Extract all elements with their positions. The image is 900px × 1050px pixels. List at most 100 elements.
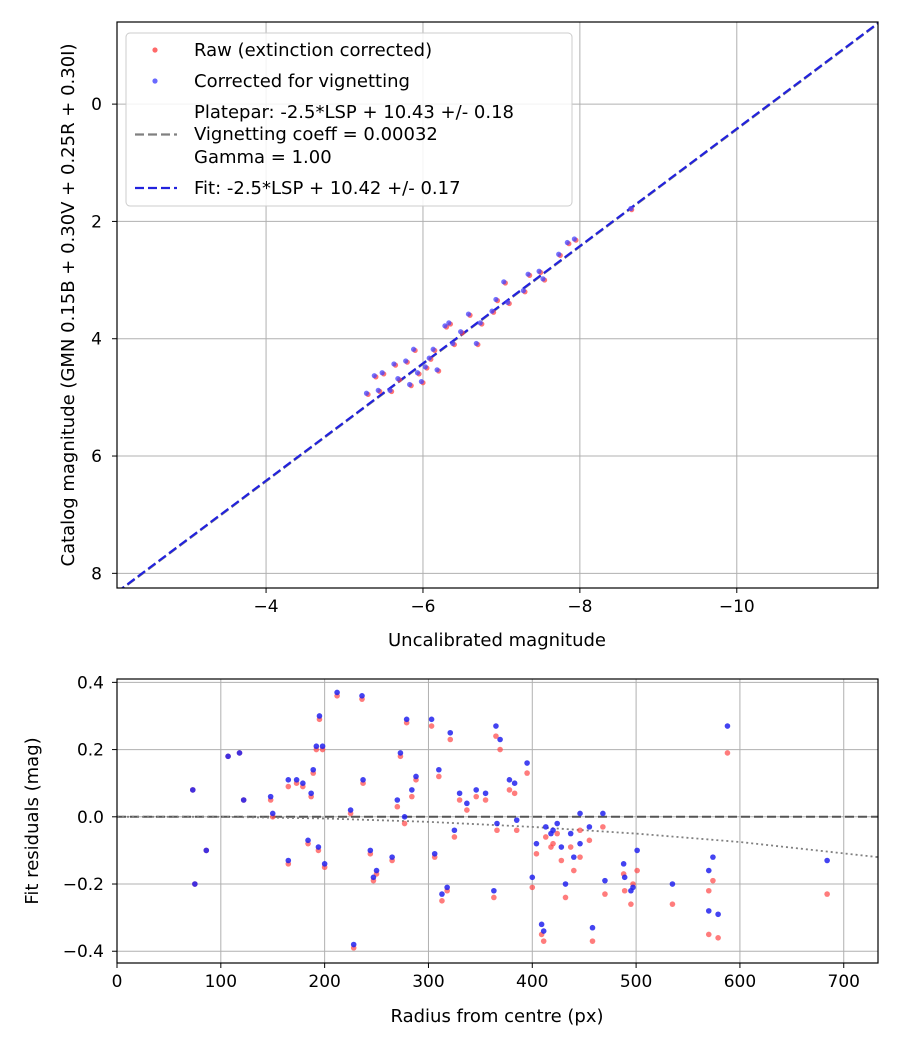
y-tick-label: −0.2	[63, 875, 104, 895]
corrected-point	[536, 268, 542, 274]
corrected-residual-point	[436, 766, 442, 773]
corrected-residual-point	[308, 790, 314, 797]
corrected-residual-point	[269, 810, 276, 817]
corrected-residual-point	[511, 780, 518, 786]
legend-marker-dot	[152, 78, 158, 84]
corrected-residual-point	[367, 847, 374, 854]
corrected-point	[458, 329, 464, 335]
corrected-residual-point	[409, 787, 415, 793]
corrected-residual-point	[203, 847, 210, 854]
y-tick-label: 4	[91, 330, 102, 350]
corrected-point	[493, 296, 499, 303]
bottom-x-axis-label: Radius from centre (px)	[390, 1006, 603, 1027]
corrected-residual-point	[451, 827, 458, 834]
raw-residual-point	[464, 807, 470, 813]
corrected-residual-point	[493, 723, 499, 729]
x-tick-label: 100	[205, 972, 237, 992]
corrected-residual-point	[225, 753, 231, 760]
raw-residual-point	[473, 793, 480, 800]
corrected-residual-point	[491, 887, 497, 894]
legend-label: Vignetting coeff = 0.00032	[194, 124, 438, 145]
corrected-residual-point	[538, 921, 545, 928]
corrected-point	[628, 205, 634, 212]
raw-residual-point	[577, 827, 583, 834]
raw-residual-point	[577, 854, 583, 860]
raw-residual-point	[493, 733, 499, 739]
corrected-residual-point	[456, 790, 463, 797]
raw-residual-point	[562, 894, 569, 901]
raw-residual-point	[409, 793, 415, 800]
corrected-point	[430, 346, 436, 352]
corrected-residual-point	[620, 861, 627, 867]
raw-residual-point	[586, 837, 593, 844]
corrected-residual-point	[189, 787, 196, 793]
corrected-point	[410, 346, 417, 352]
legend: Raw (extinction corrected) Corrected for …	[125, 32, 573, 207]
corrected-residual-point	[669, 881, 676, 887]
corrected-point	[371, 373, 377, 379]
corrected-residual-point	[267, 793, 274, 800]
corrected-residual-point	[347, 807, 354, 813]
raw-residual-point	[491, 894, 497, 901]
raw-residual-point	[401, 820, 408, 827]
corrected-residual-point	[316, 713, 323, 719]
corrected-residual-point	[473, 787, 480, 793]
corrected-residual-point	[586, 824, 593, 830]
y-tick-label: 6	[91, 447, 102, 467]
raw-residual-point	[634, 867, 640, 874]
raw-residual-point	[394, 803, 401, 810]
corrected-residual-point	[285, 857, 292, 864]
corrected-residual-point	[558, 844, 565, 850]
y-tick-label: 0.4	[77, 673, 104, 693]
corrected-residual-point	[447, 729, 454, 736]
corrected-residual-point	[389, 854, 395, 860]
corrected-residual-point	[482, 790, 489, 797]
corrected-residual-point	[310, 766, 317, 773]
raw-residual-point	[554, 830, 560, 837]
raw-residual-point	[669, 901, 676, 907]
corrected-residual-point	[431, 850, 438, 857]
raw-residual-point	[567, 844, 574, 850]
raw-residual-point	[439, 898, 445, 904]
bottom-ticks: 0 100 200 300 400 500 600 700 0.4 0.2 0.0 −0.2 −0.4	[63, 673, 860, 992]
y-tick-label: −0.4	[63, 942, 104, 962]
corrected-point	[442, 323, 448, 329]
corrected-residual-point	[397, 750, 404, 756]
corrected-residual-point	[350, 941, 357, 948]
corrected-residual-point	[577, 840, 583, 847]
top-axes-frame	[116, 21, 879, 589]
corrected-residual-point	[630, 884, 636, 891]
x-tick-label: 500	[620, 972, 652, 992]
raw-residual-point	[589, 938, 596, 944]
corrected-residual-point	[428, 716, 435, 723]
corrected-residual-point	[542, 824, 549, 830]
raw-residual-point	[529, 884, 536, 891]
corrected-residual-point	[540, 928, 547, 934]
corrected-residual-point	[401, 813, 408, 820]
corrected-point	[465, 311, 472, 317]
corrected-residual-point	[359, 693, 365, 699]
corrected-residual-point	[602, 877, 608, 884]
corrected-point	[501, 279, 507, 285]
corrected-residual-point	[506, 777, 513, 783]
raw-residual-point	[285, 783, 292, 790]
corrected-residual-point	[305, 837, 311, 844]
legend-label: Platepar: -2.5*LSP + 10.43 +/- 0.18	[194, 102, 514, 123]
corrected-residual-point	[315, 844, 322, 850]
raw-residual-point	[513, 827, 520, 834]
corrected-residual-point	[293, 777, 300, 783]
corrected-point	[540, 276, 546, 282]
corrected-residual-point	[529, 874, 536, 881]
corrected-residual-point	[554, 820, 560, 827]
corrected-residual-point	[403, 716, 410, 723]
corrected-residual-point	[621, 874, 628, 881]
corrected-residual-point	[360, 777, 366, 783]
raw-residual-point	[506, 787, 513, 793]
corrected-residual-point	[710, 854, 716, 860]
corrected-residual-point	[464, 800, 470, 807]
corrected-point	[407, 381, 413, 388]
x-tick-label: 700	[828, 972, 860, 992]
top-y-axis-label: Catalog magnitude (GMN 0.15B + 0.30V + 0…	[58, 43, 79, 566]
corrected-residual-point	[600, 810, 606, 817]
